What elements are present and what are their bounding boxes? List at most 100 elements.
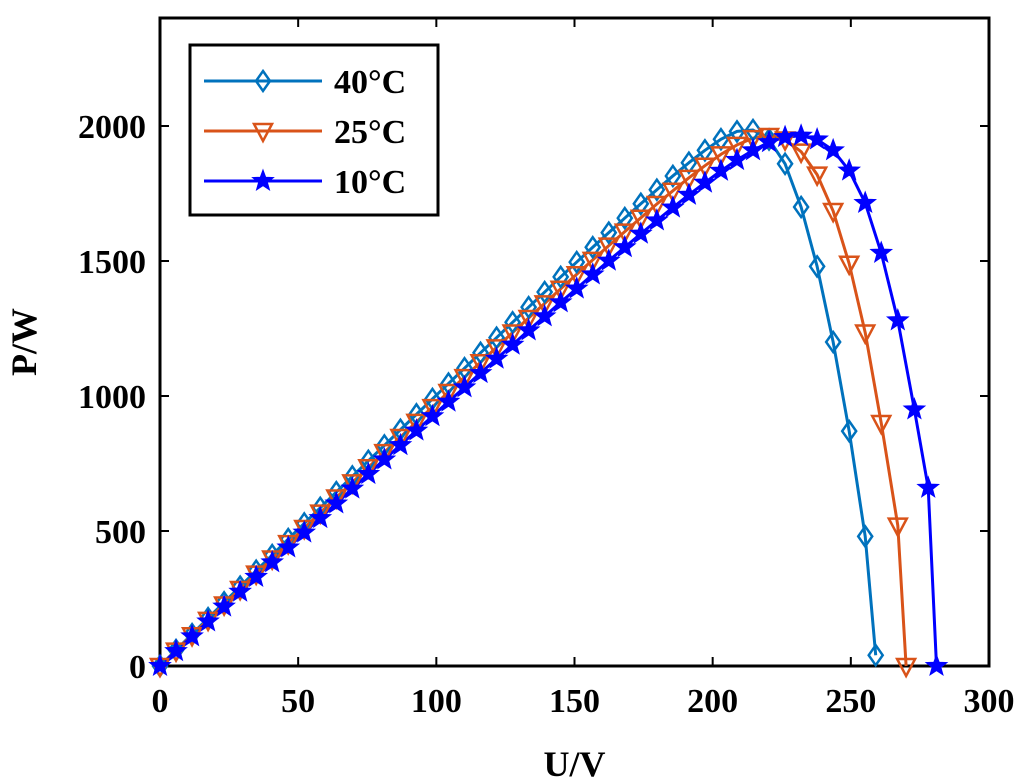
data-point-25c (341, 474, 364, 496)
data-point-10c (869, 240, 894, 263)
data-point-10c (596, 248, 621, 271)
data-point-25c (838, 255, 861, 277)
data-point-10c (725, 147, 749, 171)
x-axis-title: U/V (544, 744, 606, 783)
data-point-10c (164, 638, 188, 662)
data-point-40c (616, 205, 634, 231)
legend-label: 40°C (334, 64, 406, 101)
data-point-10c (837, 158, 862, 181)
data-point-25c (581, 251, 604, 273)
data-point-40c (520, 294, 538, 320)
data-point-10c (340, 476, 365, 499)
data-point-10c (292, 520, 317, 543)
data-point-10c (484, 346, 509, 369)
data-point-40c (712, 127, 730, 152)
data-point-40c (648, 177, 666, 202)
data-point-40c (840, 418, 858, 444)
data-point-10c (645, 208, 669, 231)
data-point-10c (564, 276, 589, 299)
data-point-25c (854, 324, 877, 346)
data-point-10c (324, 491, 349, 514)
data-point-25c (613, 223, 636, 245)
data-point-25c (661, 182, 684, 204)
y-axis-title: P/W (4, 308, 44, 376)
x-tick-label: 250 (825, 683, 876, 720)
data-point-10c (452, 374, 477, 398)
y-tick-label: 2000 (78, 109, 146, 146)
data-point-40c (664, 163, 682, 189)
x-tick-label: 0 (152, 683, 169, 720)
legend-marker (251, 168, 275, 192)
data-point-25c (485, 339, 508, 361)
data-point-25c (405, 413, 428, 435)
data-point-10c (404, 418, 429, 441)
x-tick-label: 300 (964, 683, 1015, 720)
data-point-10c (693, 170, 717, 193)
y-tick-label: 500 (95, 514, 146, 551)
data-point-40c (776, 151, 794, 176)
data-point-10c (388, 432, 413, 456)
data-point-25c (325, 489, 348, 511)
x-tick-label: 50 (281, 683, 315, 720)
data-point-40c (696, 138, 714, 163)
data-point-25c (533, 295, 556, 317)
data-point-25c (895, 657, 918, 679)
data-point-10c (805, 127, 829, 150)
data-point-25c (437, 383, 460, 405)
data-point-10c (580, 262, 605, 285)
data-point-40c (728, 119, 746, 144)
legend-label: 25°C (334, 114, 406, 151)
data-point-10c (516, 317, 541, 341)
data-point-10c (821, 137, 845, 161)
legend-label: 10°C (334, 164, 406, 201)
data-point-25c (565, 265, 588, 287)
data-point-10c (420, 403, 445, 427)
data-point-10c (628, 221, 653, 244)
data-point-40c (600, 220, 618, 245)
data-point-25c (597, 237, 620, 259)
data-point-10c (916, 475, 941, 498)
data-point-10c (741, 137, 765, 161)
data-point-10c (356, 461, 381, 485)
y-tick-label: 1000 (78, 379, 146, 416)
data-point-40c (856, 524, 874, 549)
data-point-10c (612, 234, 637, 258)
data-point-10c (372, 447, 397, 470)
data-point-25c (677, 169, 700, 191)
x-tick-label: 200 (687, 683, 738, 720)
data-point-10c (532, 303, 557, 327)
data-point-40c (680, 150, 698, 175)
legend: 40°C 25°C 10°C (188, 43, 440, 217)
legend-item-10c: 10°C (204, 164, 406, 201)
data-point-25c (725, 136, 749, 158)
data-point-10c (228, 579, 252, 602)
x-tick-label: 150 (549, 683, 600, 720)
data-point-25c (517, 309, 540, 331)
data-point-10c (244, 564, 268, 587)
data-point-40c (552, 264, 570, 290)
data-point-25c (629, 209, 652, 231)
x-tick-label: 100 (411, 683, 462, 720)
series-markers-10c (148, 123, 949, 677)
data-point-10c (757, 129, 781, 153)
data-point-25c (757, 127, 781, 149)
data-point-25c (357, 459, 380, 480)
data-point-10c (468, 360, 493, 384)
data-point-40c (808, 254, 826, 279)
data-point-40c (536, 279, 554, 305)
data-point-25c (741, 129, 765, 151)
data-point-25c (389, 428, 412, 450)
y-tick-label: 0 (129, 649, 146, 686)
data-point-10c (436, 389, 461, 412)
data-point-40c (824, 329, 842, 355)
data-point-10c (853, 190, 878, 214)
data-point-10c (276, 535, 301, 558)
data-point-10c (500, 332, 525, 355)
data-point-40c (584, 235, 602, 260)
data-point-10c (308, 505, 333, 529)
data-point-10c (180, 623, 204, 647)
data-point-10c (924, 653, 949, 677)
data-point-25c (709, 146, 733, 168)
data-point-25c (790, 143, 813, 165)
data-point-10c (677, 182, 701, 205)
